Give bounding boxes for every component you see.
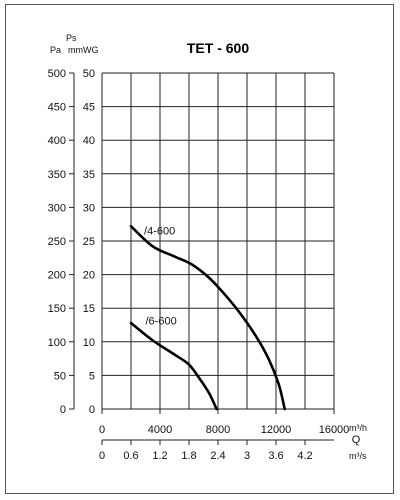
pa-tick-label: 200 [48,270,66,282]
curve-label-2: /6-600 [146,315,177,327]
m3s-tick-label: 1.8 [181,450,196,462]
pa-tick-label: 500 [48,68,66,80]
pa-tick-label: 50 [54,370,66,382]
m3h-tick-label: 16000 [319,424,350,436]
mmwg-tick-label: 50 [83,68,95,80]
pa-tick-label: 300 [48,202,66,214]
grid-lines [101,72,335,410]
pa-tick-label: 150 [48,303,66,315]
mmwg-tick-label: 40 [83,135,95,147]
m3s-axis: 0 0.6 1.2 1.8 2.4 3 3.6 4.2 [99,439,334,462]
mmwg-tick-label: 25 [83,236,95,248]
m3h-tick-label: 4000 [148,424,172,436]
mmwg-tick-label: 0 [89,404,95,416]
mmwg-tick-label: 35 [83,169,95,181]
pa-tick-label: 450 [48,102,66,114]
m3h-unit-label: m³/h [349,423,367,433]
pa-tick-label: 350 [48,169,66,181]
m3s-tick-label: 1.2 [152,450,167,462]
performance-curves: /4-600/6-600 [129,224,286,411]
ps-label: Ps [66,33,77,43]
mmwg-tick-label: 15 [83,303,95,315]
chart-frame [5,4,394,494]
m3h-axis: 0 4000 8000 12000 16000 [99,409,349,436]
pa-tick-label: 100 [48,337,66,349]
m3h-tick-label: 0 [99,424,105,436]
m3h-tick-label: 12000 [261,424,292,436]
curve-line-1 [129,224,286,411]
pa-axis: 0 50 100 150 200 250 300 350 400 450 500 [48,68,75,416]
m3s-tick-label: 3.6 [268,450,283,462]
chart-title: TET - 600 [187,40,249,56]
pa-unit-label: Pa [50,45,61,55]
mmwg-tick-label: 30 [83,202,95,214]
curve-label-1: /4-600 [144,225,175,237]
m3h-tick-label: 8000 [206,424,230,436]
q-axis-label: Q [352,434,361,446]
mmwg-tick-label: 5 [89,370,95,382]
pa-tick-label: 250 [48,236,66,248]
m3s-tick-label: 0.6 [123,450,138,462]
pa-tick-label: 400 [48,135,66,147]
mmwg-tick-label: 20 [83,270,95,282]
pa-tick-label: 0 [60,404,66,416]
mmwg-axis: 0 5 10 15 20 25 30 35 40 45 50 [83,68,95,416]
m3s-unit-label: m³/s [349,451,367,461]
mmwg-unit-label: mmWG [68,45,99,55]
m3s-tick-label: 2.4 [210,450,225,462]
m3s-tick-label: 0 [99,450,105,462]
mmwg-tick-label: 45 [83,102,95,114]
mmwg-tick-label: 10 [83,337,95,349]
m3s-tick-label: 3 [244,450,250,462]
m3s-tick-label: 4.2 [297,450,312,462]
curve-line-2 [129,321,218,411]
